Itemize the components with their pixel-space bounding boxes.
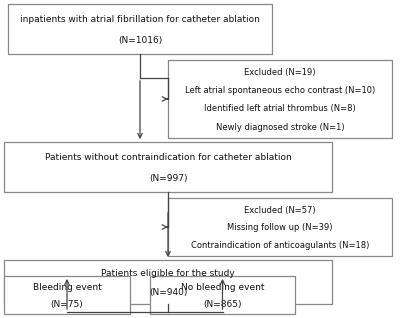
Bar — [4, 276, 130, 314]
Text: No bleeding event: No bleeding event — [181, 283, 264, 292]
Text: Bleeding event: Bleeding event — [33, 283, 101, 292]
Bar — [150, 276, 295, 314]
Text: (N=865): (N=865) — [203, 300, 242, 308]
Text: Patients eligible for the study: Patients eligible for the study — [101, 269, 235, 278]
Bar — [168, 198, 392, 256]
Text: Excluded (N=57): Excluded (N=57) — [244, 206, 316, 215]
Bar — [4, 260, 332, 304]
Text: Contraindication of anticoagulants (N=18): Contraindication of anticoagulants (N=18… — [191, 241, 369, 250]
Text: Left atrial spontaneous echo contrast (N=10): Left atrial spontaneous echo contrast (N… — [185, 86, 375, 95]
Text: (N=997): (N=997) — [149, 175, 187, 183]
Text: (N=1016): (N=1016) — [118, 37, 162, 45]
Text: (N=940): (N=940) — [149, 288, 187, 297]
Bar — [4, 142, 332, 192]
Bar — [8, 4, 272, 54]
Bar — [168, 60, 392, 138]
Text: inpatients with atrial fibrillation for catheter ablation: inpatients with atrial fibrillation for … — [20, 15, 260, 24]
Text: Excluded (N=19): Excluded (N=19) — [244, 68, 316, 77]
Text: Patients without contraindication for catheter ablation: Patients without contraindication for ca… — [45, 153, 291, 162]
Text: Identified left atrial thrombus (N=8): Identified left atrial thrombus (N=8) — [204, 105, 356, 114]
Text: Missing follow up (N=39): Missing follow up (N=39) — [227, 223, 333, 232]
Text: Newly diagnosed stroke (N=1): Newly diagnosed stroke (N=1) — [216, 123, 344, 132]
Text: (N=75): (N=75) — [51, 300, 83, 308]
